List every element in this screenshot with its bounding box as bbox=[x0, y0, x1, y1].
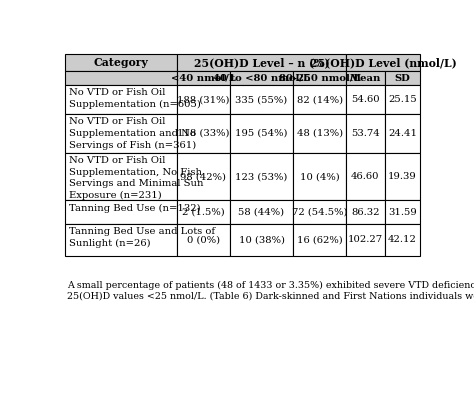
Bar bbox=[177, 85, 230, 114]
Text: 19.39: 19.39 bbox=[388, 172, 417, 181]
Text: SD: SD bbox=[395, 74, 410, 82]
Bar bbox=[177, 71, 230, 85]
Bar bbox=[65, 114, 177, 153]
Text: 123 (53%): 123 (53%) bbox=[235, 172, 288, 181]
Bar bbox=[385, 200, 420, 224]
Text: 0 (0%): 0 (0%) bbox=[187, 235, 220, 244]
Text: 86.32: 86.32 bbox=[351, 208, 380, 216]
Text: 25(OH)D values <25 nmol/L. (Table 6) Dark-skinned and First Nations individuals : 25(OH)D values <25 nmol/L. (Table 6) Dar… bbox=[67, 291, 474, 300]
Bar bbox=[346, 224, 385, 256]
Bar bbox=[346, 71, 385, 85]
Bar bbox=[65, 71, 177, 85]
Bar bbox=[346, 200, 385, 224]
Text: 16 (62%): 16 (62%) bbox=[297, 235, 343, 244]
Text: No VTD or Fish Oil
Supplementation and No
Servings of Fish (n=361): No VTD or Fish Oil Supplementation and N… bbox=[69, 117, 196, 150]
Text: 2 (1.5%): 2 (1.5%) bbox=[182, 208, 225, 216]
Bar bbox=[177, 114, 230, 153]
Text: 72 (54.5%): 72 (54.5%) bbox=[292, 208, 347, 216]
Text: 24.41: 24.41 bbox=[388, 129, 417, 138]
Bar bbox=[346, 54, 420, 71]
Bar bbox=[230, 114, 293, 153]
Text: 42.12: 42.12 bbox=[388, 235, 417, 244]
Text: 102.27: 102.27 bbox=[348, 235, 383, 244]
Bar bbox=[177, 224, 230, 256]
Text: 335 (55%): 335 (55%) bbox=[236, 95, 288, 104]
Text: 53.74: 53.74 bbox=[351, 129, 380, 138]
Text: 40 to <80 nmol/L: 40 to <80 nmol/L bbox=[213, 74, 310, 82]
Bar bbox=[346, 153, 385, 200]
Bar bbox=[293, 153, 346, 200]
Text: 46.60: 46.60 bbox=[351, 172, 380, 181]
Bar bbox=[346, 85, 385, 114]
Bar bbox=[293, 85, 346, 114]
Bar bbox=[385, 114, 420, 153]
Bar bbox=[346, 114, 385, 153]
Bar bbox=[385, 224, 420, 256]
Text: 118 (33%): 118 (33%) bbox=[177, 129, 229, 138]
Text: 10 (4%): 10 (4%) bbox=[300, 172, 339, 181]
Bar bbox=[293, 200, 346, 224]
Bar bbox=[177, 153, 230, 200]
Text: <40 nmol/L: <40 nmol/L bbox=[171, 74, 236, 82]
Text: 10 (38%): 10 (38%) bbox=[238, 235, 284, 244]
Bar bbox=[230, 153, 293, 200]
Bar bbox=[230, 71, 293, 85]
Bar bbox=[177, 200, 230, 224]
Text: Category: Category bbox=[94, 57, 149, 68]
Text: No VTD or Fish Oil
Supplementation (n=605): No VTD or Fish Oil Supplementation (n=60… bbox=[69, 88, 201, 109]
Bar bbox=[293, 71, 346, 85]
Text: 188 (31%): 188 (31%) bbox=[177, 95, 229, 104]
Bar bbox=[65, 224, 177, 256]
Bar bbox=[293, 114, 346, 153]
Text: Tanning Bed Use and Lots of
Sunlight (n=26): Tanning Bed Use and Lots of Sunlight (n=… bbox=[69, 227, 215, 248]
Text: No VTD or Fish Oil
Supplementation, No Fish
Servings and Minimal Sun
Exposure (n: No VTD or Fish Oil Supplementation, No F… bbox=[69, 156, 203, 200]
Text: 82 (14%): 82 (14%) bbox=[297, 95, 343, 104]
Text: 98 (42%): 98 (42%) bbox=[181, 172, 227, 181]
Text: Tanning Bed Use (n=132): Tanning Bed Use (n=132) bbox=[69, 204, 200, 213]
Text: Mean: Mean bbox=[350, 74, 381, 82]
Text: 80-250 nmol/L: 80-250 nmol/L bbox=[279, 74, 360, 82]
Text: 58 (44%): 58 (44%) bbox=[238, 208, 284, 216]
Bar bbox=[385, 71, 420, 85]
Bar bbox=[65, 85, 177, 114]
Text: 48 (13%): 48 (13%) bbox=[297, 129, 343, 138]
Text: 54.60: 54.60 bbox=[351, 95, 380, 104]
Bar bbox=[177, 54, 346, 71]
Bar bbox=[65, 153, 177, 200]
Text: 25.15: 25.15 bbox=[388, 95, 417, 104]
Text: A small percentage of patients (48 of 1433 or 3.35%) exhibited severe VTD defici: A small percentage of patients (48 of 14… bbox=[67, 281, 474, 290]
Text: 31.59: 31.59 bbox=[388, 208, 417, 216]
Bar bbox=[230, 224, 293, 256]
Bar bbox=[65, 200, 177, 224]
Bar bbox=[385, 153, 420, 200]
Text: 195 (54%): 195 (54%) bbox=[235, 129, 288, 138]
Bar bbox=[65, 54, 177, 71]
Text: 25(OH)D Level (nmol/L): 25(OH)D Level (nmol/L) bbox=[310, 57, 456, 68]
Bar bbox=[230, 85, 293, 114]
Bar bbox=[385, 85, 420, 114]
Text: 25(OH)D Level – n (%): 25(OH)D Level – n (%) bbox=[194, 57, 329, 68]
Bar bbox=[293, 224, 346, 256]
Bar bbox=[230, 200, 293, 224]
